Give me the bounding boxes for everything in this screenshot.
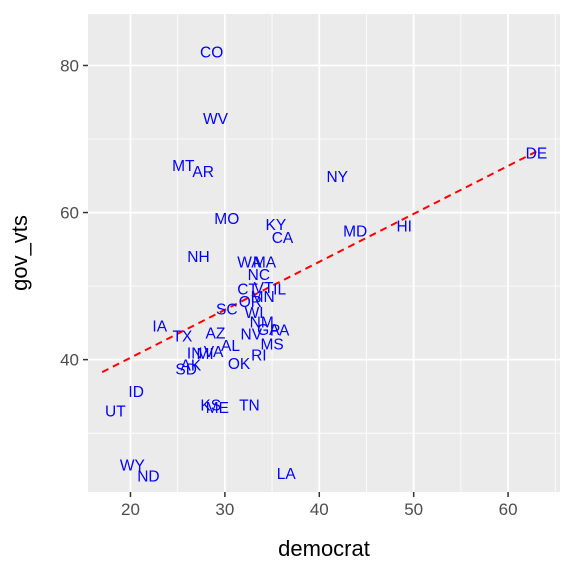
point-label-mi: MI bbox=[196, 346, 213, 363]
point-label-ri: RI bbox=[251, 348, 267, 365]
point-label-az: AZ bbox=[206, 326, 226, 343]
x-axis: 20 30 40 50 60 bbox=[121, 492, 518, 519]
point-label-in: IN bbox=[187, 346, 203, 363]
y-tick-label: 60 bbox=[60, 204, 79, 223]
point-label-ms: MS bbox=[260, 337, 283, 354]
point-label-il: IL bbox=[273, 282, 286, 299]
point-label-tx: TX bbox=[172, 329, 192, 346]
point-label-ct: CT bbox=[237, 282, 258, 299]
point-label-ca: CA bbox=[272, 230, 294, 247]
point-label-co: CO bbox=[200, 45, 223, 62]
point-label-hi: HI bbox=[396, 218, 412, 235]
point-label-or: OR bbox=[239, 294, 262, 311]
point-label-al: AL bbox=[221, 338, 240, 355]
point-label-wy: WY bbox=[120, 457, 145, 474]
point-label-md: MD bbox=[343, 223, 367, 240]
point-label-me: ME bbox=[206, 400, 229, 417]
point-label-mn: MN bbox=[251, 289, 275, 306]
point-label-mo: MO bbox=[214, 211, 239, 228]
x-axis-title: democrat bbox=[278, 536, 370, 561]
fit-line-layer bbox=[101, 150, 537, 374]
x-tick-label: 30 bbox=[215, 500, 234, 519]
point-label-va: VA bbox=[204, 344, 224, 361]
point-label-ak: AK bbox=[181, 357, 202, 374]
y-tick-label: 40 bbox=[60, 351, 79, 370]
point-label-de: DE bbox=[526, 145, 548, 162]
point-label-nc: NC bbox=[248, 267, 270, 284]
y-axis-title: gov_vts bbox=[7, 215, 32, 291]
point-label-mt: MT bbox=[172, 158, 195, 175]
point-label-pa: PA bbox=[270, 323, 290, 340]
grid-minor bbox=[88, 14, 560, 492]
point-label-ar: AR bbox=[192, 164, 214, 181]
x-tick-label: 60 bbox=[499, 500, 518, 519]
point-label-ny: NY bbox=[326, 169, 348, 186]
point-label-nh: NH bbox=[187, 249, 209, 266]
x-tick-label: 50 bbox=[404, 500, 423, 519]
point-label-wv: WV bbox=[203, 111, 229, 128]
point-label-ky: KY bbox=[266, 217, 287, 234]
plot-panel bbox=[88, 14, 560, 492]
point-label-nm: NM bbox=[250, 315, 274, 332]
point-label-tn: TN bbox=[239, 398, 260, 415]
point-label-ga: GA bbox=[257, 322, 280, 339]
point-label-sc: SC bbox=[216, 301, 238, 318]
grid-major bbox=[88, 14, 560, 492]
x-tick-label: 20 bbox=[121, 500, 140, 519]
point-label-wa: WA bbox=[237, 254, 262, 271]
point-label-ma: MA bbox=[253, 254, 277, 271]
y-tick-label: 80 bbox=[60, 56, 79, 75]
fit-line bbox=[101, 150, 537, 374]
point-label-ia: IA bbox=[152, 318, 167, 335]
point-label-ok: OK bbox=[228, 356, 251, 373]
point-label-ks: KS bbox=[200, 398, 221, 415]
point-label-nd: ND bbox=[137, 468, 159, 485]
point-label-sd: SD bbox=[175, 362, 197, 379]
point-label-la: LA bbox=[277, 466, 297, 483]
point-label-id: ID bbox=[128, 384, 144, 401]
point-label-ut: UT bbox=[105, 404, 126, 421]
point-label-vt: VT bbox=[254, 280, 274, 297]
point-label-nv: NV bbox=[241, 326, 263, 343]
y-axis: 40 60 80 bbox=[60, 56, 88, 370]
x-tick-label: 40 bbox=[310, 500, 329, 519]
point-label-wi: WI bbox=[245, 305, 264, 322]
